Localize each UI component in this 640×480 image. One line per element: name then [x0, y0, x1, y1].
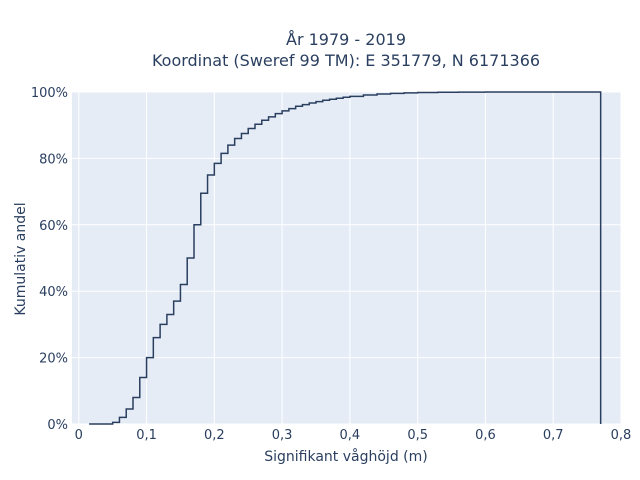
y-tick-label: 40% [39, 285, 68, 300]
x-tick-label: 0,8 [611, 428, 632, 443]
x-tick-label: 0,6 [475, 428, 496, 443]
y-tick-label: 20% [39, 352, 68, 367]
x-tick-label: 0 [75, 428, 83, 443]
x-tick-label: 0,7 [543, 428, 564, 443]
chart-title-line1: År 1979 - 2019 [286, 30, 406, 49]
x-tick-label: 0,3 [272, 428, 293, 443]
cdf-step-line [89, 91, 602, 425]
chart-title-line2: Koordinat (Sweref 99 TM): E 351779, N 61… [152, 51, 540, 70]
y-axis-ticks: 0% 20% 40% 60% 80% 100% [31, 86, 68, 433]
grid-lines [72, 91, 622, 425]
y-tick-label: 0% [47, 418, 68, 433]
x-tick-label: 0,4 [340, 428, 361, 443]
x-tick-label: 0,1 [136, 428, 157, 443]
x-tick-label: 0,2 [204, 428, 225, 443]
plot-area [72, 92, 621, 424]
x-axis-ticks: 0 0,1 0,2 0,3 0,4 0,5 0,6 0,7 0,8 [75, 428, 632, 443]
x-tick-label: 0,5 [407, 428, 428, 443]
y-axis-label: Kumulativ andel [13, 202, 29, 315]
y-tick-label: 60% [39, 219, 68, 234]
x-axis-label: Signifikant våghöjd (m) [264, 448, 427, 465]
y-tick-label: 80% [39, 152, 68, 167]
y-tick-label: 100% [31, 86, 68, 101]
